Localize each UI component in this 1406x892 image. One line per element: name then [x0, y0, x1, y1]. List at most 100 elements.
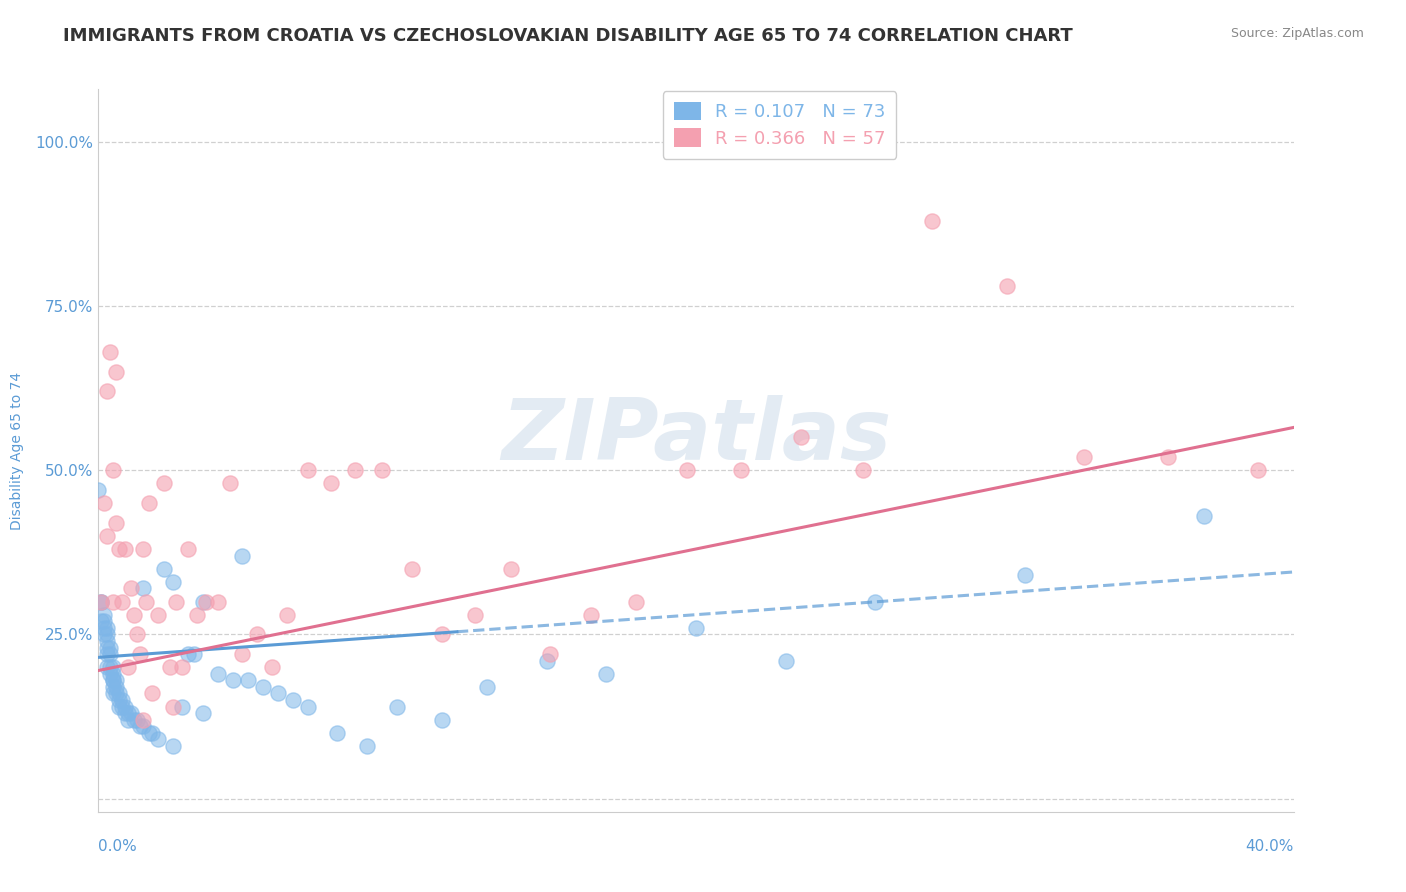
- Point: [260, 660, 283, 674]
- Point: [177, 647, 200, 661]
- Point: [297, 699, 319, 714]
- Point: [183, 647, 205, 661]
- Point: [267, 686, 290, 700]
- Point: [172, 699, 194, 714]
- Point: [96, 640, 118, 655]
- Point: [90, 614, 112, 628]
- Point: [108, 686, 131, 700]
- Point: [356, 739, 378, 753]
- Point: [108, 693, 131, 707]
- Point: [117, 706, 139, 721]
- Point: [430, 627, 453, 641]
- Point: [231, 647, 253, 661]
- Point: [246, 627, 269, 641]
- Point: [93, 614, 115, 628]
- Point: [186, 607, 208, 622]
- Point: [117, 660, 139, 674]
- Point: [98, 345, 122, 359]
- Point: [252, 680, 274, 694]
- Point: [475, 680, 498, 694]
- Point: [207, 594, 229, 608]
- Point: [231, 549, 253, 563]
- Point: [626, 594, 648, 608]
- Point: [98, 660, 122, 674]
- Point: [114, 541, 136, 556]
- Point: [132, 582, 155, 596]
- Point: [96, 627, 118, 641]
- Point: [111, 693, 134, 707]
- Point: [93, 621, 115, 635]
- Point: [401, 562, 423, 576]
- Point: [105, 365, 128, 379]
- Point: [730, 463, 752, 477]
- Point: [371, 463, 394, 477]
- Point: [385, 699, 409, 714]
- Point: [297, 463, 319, 477]
- Point: [148, 607, 170, 622]
- Point: [127, 627, 149, 641]
- Point: [103, 673, 125, 688]
- Point: [685, 621, 707, 635]
- Point: [276, 607, 298, 622]
- Point: [108, 541, 131, 556]
- Point: [536, 654, 558, 668]
- Point: [281, 693, 304, 707]
- Point: [129, 647, 152, 661]
- Point: [177, 541, 200, 556]
- Point: [995, 279, 1018, 293]
- Point: [1247, 463, 1270, 477]
- Point: [1192, 509, 1215, 524]
- Point: [87, 483, 110, 497]
- Point: [499, 562, 522, 576]
- Point: [98, 640, 122, 655]
- Text: 0.0%: 0.0%: [98, 839, 138, 855]
- Point: [132, 719, 155, 733]
- Point: [132, 713, 155, 727]
- Point: [172, 660, 194, 674]
- Point: [98, 647, 122, 661]
- Point: [108, 699, 131, 714]
- Point: [96, 647, 118, 661]
- Point: [129, 719, 152, 733]
- Point: [153, 562, 176, 576]
- Point: [148, 732, 170, 747]
- Point: [321, 476, 343, 491]
- Point: [96, 660, 118, 674]
- Point: [222, 673, 245, 688]
- Point: [326, 726, 349, 740]
- Point: [138, 496, 160, 510]
- Point: [207, 666, 229, 681]
- Point: [103, 673, 125, 688]
- Point: [105, 673, 128, 688]
- Text: Source: ZipAtlas.com: Source: ZipAtlas.com: [1230, 27, 1364, 40]
- Point: [120, 582, 142, 596]
- Point: [96, 529, 118, 543]
- Point: [1157, 450, 1180, 464]
- Point: [93, 496, 115, 510]
- Point: [191, 594, 214, 608]
- Point: [162, 699, 184, 714]
- Legend: R = 0.107   N = 73, R = 0.366   N = 57: R = 0.107 N = 73, R = 0.366 N = 57: [662, 91, 897, 159]
- Point: [165, 594, 187, 608]
- Point: [1073, 450, 1095, 464]
- Point: [96, 621, 118, 635]
- Point: [581, 607, 603, 622]
- Point: [103, 463, 125, 477]
- Point: [195, 594, 218, 608]
- Point: [789, 430, 811, 444]
- Point: [219, 476, 242, 491]
- Point: [538, 647, 561, 661]
- Point: [344, 463, 367, 477]
- Point: [430, 713, 453, 727]
- Point: [153, 476, 176, 491]
- Point: [103, 594, 125, 608]
- Point: [105, 686, 128, 700]
- Point: [852, 463, 875, 477]
- Y-axis label: Disability Age 65 to 74: Disability Age 65 to 74: [10, 371, 24, 530]
- Point: [921, 213, 943, 227]
- Point: [103, 680, 125, 694]
- Point: [103, 686, 125, 700]
- Point: [111, 594, 134, 608]
- Point: [676, 463, 699, 477]
- Point: [595, 666, 617, 681]
